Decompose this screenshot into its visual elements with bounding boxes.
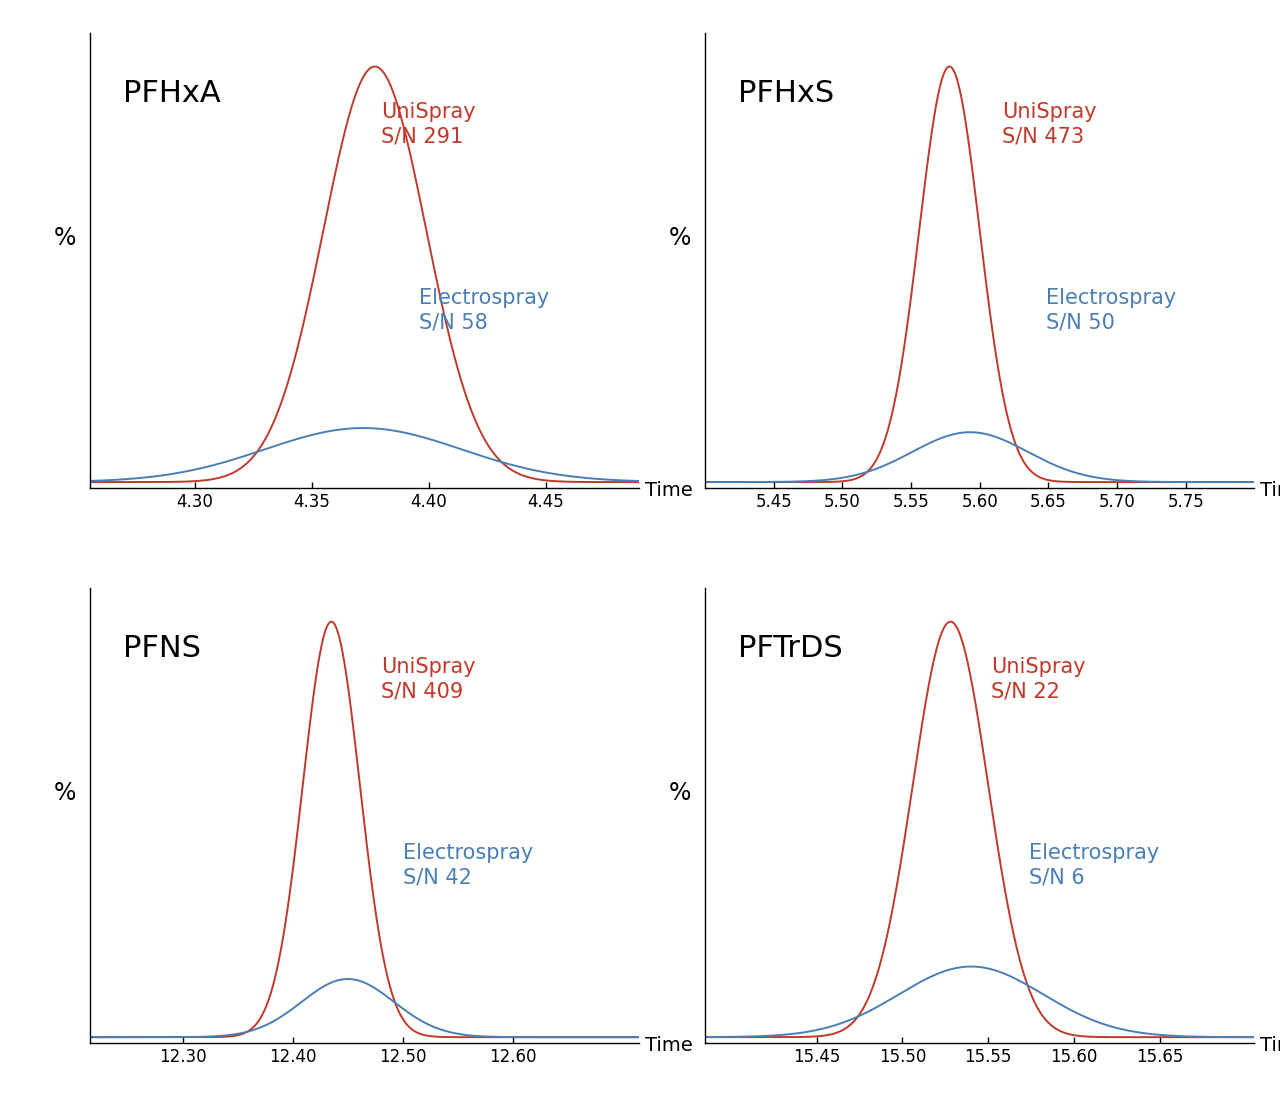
Text: Time: Time [1260,481,1280,501]
Text: Time: Time [1260,1036,1280,1056]
Text: Electrospray
S/N 50: Electrospray S/N 50 [1046,289,1176,333]
Text: UniSpray
S/N 409: UniSpray S/N 409 [381,657,475,702]
Text: PFHxS: PFHxS [739,79,835,108]
Text: UniSpray
S/N 22: UniSpray S/N 22 [991,657,1085,702]
Text: %: % [669,226,691,250]
Text: Electrospray
S/N 42: Electrospray S/N 42 [403,844,532,888]
Text: Time: Time [645,1036,692,1056]
Text: %: % [54,226,76,250]
Text: Electrospray
S/N 6: Electrospray S/N 6 [1029,844,1160,888]
Text: PFNS: PFNS [123,634,201,663]
Text: UniSpray
S/N 473: UniSpray S/N 473 [1002,101,1096,147]
Text: %: % [669,781,691,805]
Text: %: % [54,781,76,805]
Text: PFHxA: PFHxA [123,79,220,108]
Text: UniSpray
S/N 291: UniSpray S/N 291 [381,101,475,147]
Text: PFTrDS: PFTrDS [739,634,842,663]
Text: Time: Time [645,481,692,501]
Text: Electrospray
S/N 58: Electrospray S/N 58 [420,289,549,333]
